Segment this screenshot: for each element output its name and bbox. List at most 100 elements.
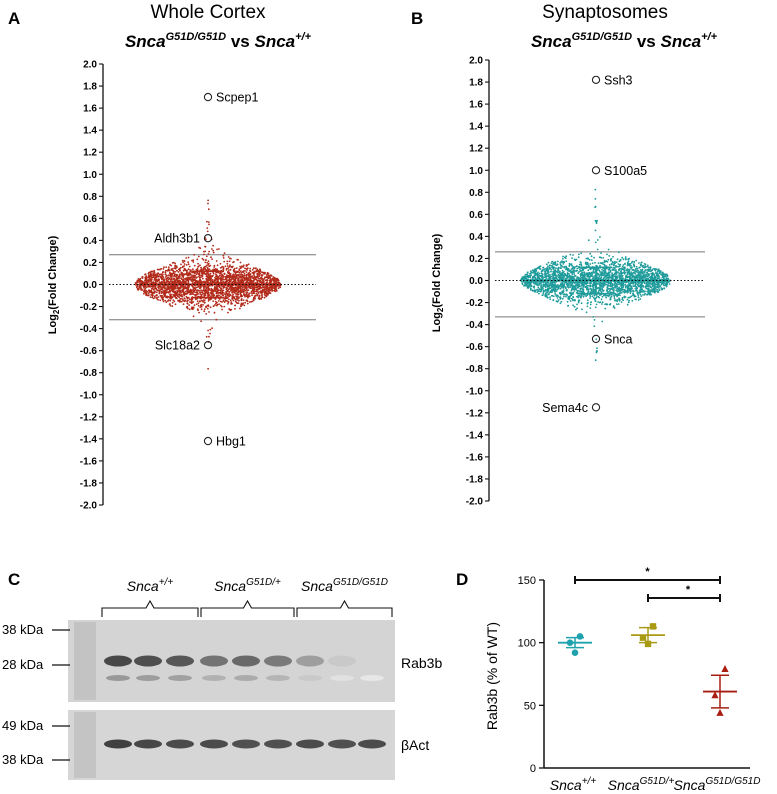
data-point [535, 282, 538, 284]
data-point [157, 296, 160, 298]
data-point [214, 298, 217, 300]
data-point [546, 281, 549, 284]
data-point [235, 267, 238, 269]
data-point [632, 283, 635, 285]
data-point [202, 289, 204, 292]
data-point [171, 301, 174, 304]
data-point [643, 290, 645, 293]
data-point [172, 286, 175, 289]
data-point [279, 286, 282, 289]
data-point [252, 267, 255, 270]
data-point [532, 276, 535, 279]
data-point [586, 305, 589, 308]
data-point [217, 285, 219, 288]
data-point [607, 284, 609, 287]
data-point [529, 289, 532, 291]
data-point [224, 275, 227, 278]
data-point [180, 277, 183, 280]
data-point [157, 298, 160, 301]
data-point [183, 278, 186, 280]
data-point [628, 296, 630, 299]
data-point [656, 270, 659, 273]
data-point [197, 293, 200, 295]
data-point [189, 273, 191, 276]
y-tick-label: -0.8 [466, 364, 484, 375]
data-point [228, 271, 231, 274]
data-point [618, 299, 621, 302]
subtitle-gene2-a: Snca [254, 32, 295, 51]
data-point [212, 251, 215, 254]
data-point [577, 296, 580, 299]
panel-a-ylabel: Log2(Fold Change) [47, 235, 61, 334]
data-point [250, 292, 253, 294]
data-point [161, 291, 164, 294]
data-point [251, 294, 253, 297]
data-point [594, 306, 597, 309]
data-point [613, 289, 615, 291]
data-point [158, 281, 161, 284]
data-point [548, 266, 551, 269]
data-point [256, 291, 259, 293]
y-tick-label: -1.2 [80, 412, 98, 423]
data-point [257, 288, 260, 291]
data-point [207, 263, 210, 266]
data-point [622, 299, 624, 302]
data-point [227, 298, 230, 301]
data-point [263, 280, 265, 282]
data-point [246, 277, 249, 280]
data-point [621, 265, 624, 268]
data-point [258, 296, 260, 299]
data-point [588, 258, 591, 261]
data-point [218, 272, 221, 275]
data-point [168, 277, 171, 280]
data-point [608, 274, 610, 277]
data-point [230, 257, 232, 260]
y-tick-label: -1.0 [466, 386, 484, 397]
data-point [219, 292, 222, 295]
data-point [229, 273, 232, 275]
data-point [608, 264, 611, 266]
data-point [225, 268, 228, 270]
data-point [642, 294, 644, 296]
data-point [227, 311, 229, 314]
data-point [242, 270, 244, 273]
data-point [546, 285, 549, 288]
data-point [214, 278, 217, 281]
data-point [185, 257, 188, 259]
data-point [197, 262, 200, 265]
data-point [564, 277, 567, 280]
data-point [197, 302, 200, 305]
data-point [220, 287, 223, 290]
data-point [162, 276, 165, 279]
data-point [183, 286, 186, 289]
data-point [200, 276, 202, 279]
data-point [229, 293, 232, 296]
data-point [242, 264, 245, 267]
data-point [566, 300, 569, 303]
data-point [564, 273, 566, 276]
data-point [207, 202, 209, 205]
data-point [556, 263, 559, 266]
data-point [538, 282, 541, 285]
data-point [234, 270, 236, 272]
data-point [198, 290, 201, 292]
data-point [199, 306, 202, 308]
data-point [589, 297, 591, 299]
data-point [554, 283, 556, 285]
data-point [593, 276, 595, 279]
data-point [545, 277, 548, 279]
data-point [205, 289, 207, 291]
data-point [626, 273, 629, 276]
data-point [167, 277, 170, 279]
data-point [239, 261, 242, 264]
data-point [222, 254, 225, 257]
data-point [627, 301, 630, 304]
data-point [258, 270, 261, 272]
data-point [585, 273, 588, 276]
data-point [231, 275, 234, 277]
data-point [166, 289, 168, 291]
data-point [561, 269, 564, 272]
data-point [535, 267, 538, 270]
data-point [581, 268, 584, 271]
data-point [249, 267, 252, 270]
